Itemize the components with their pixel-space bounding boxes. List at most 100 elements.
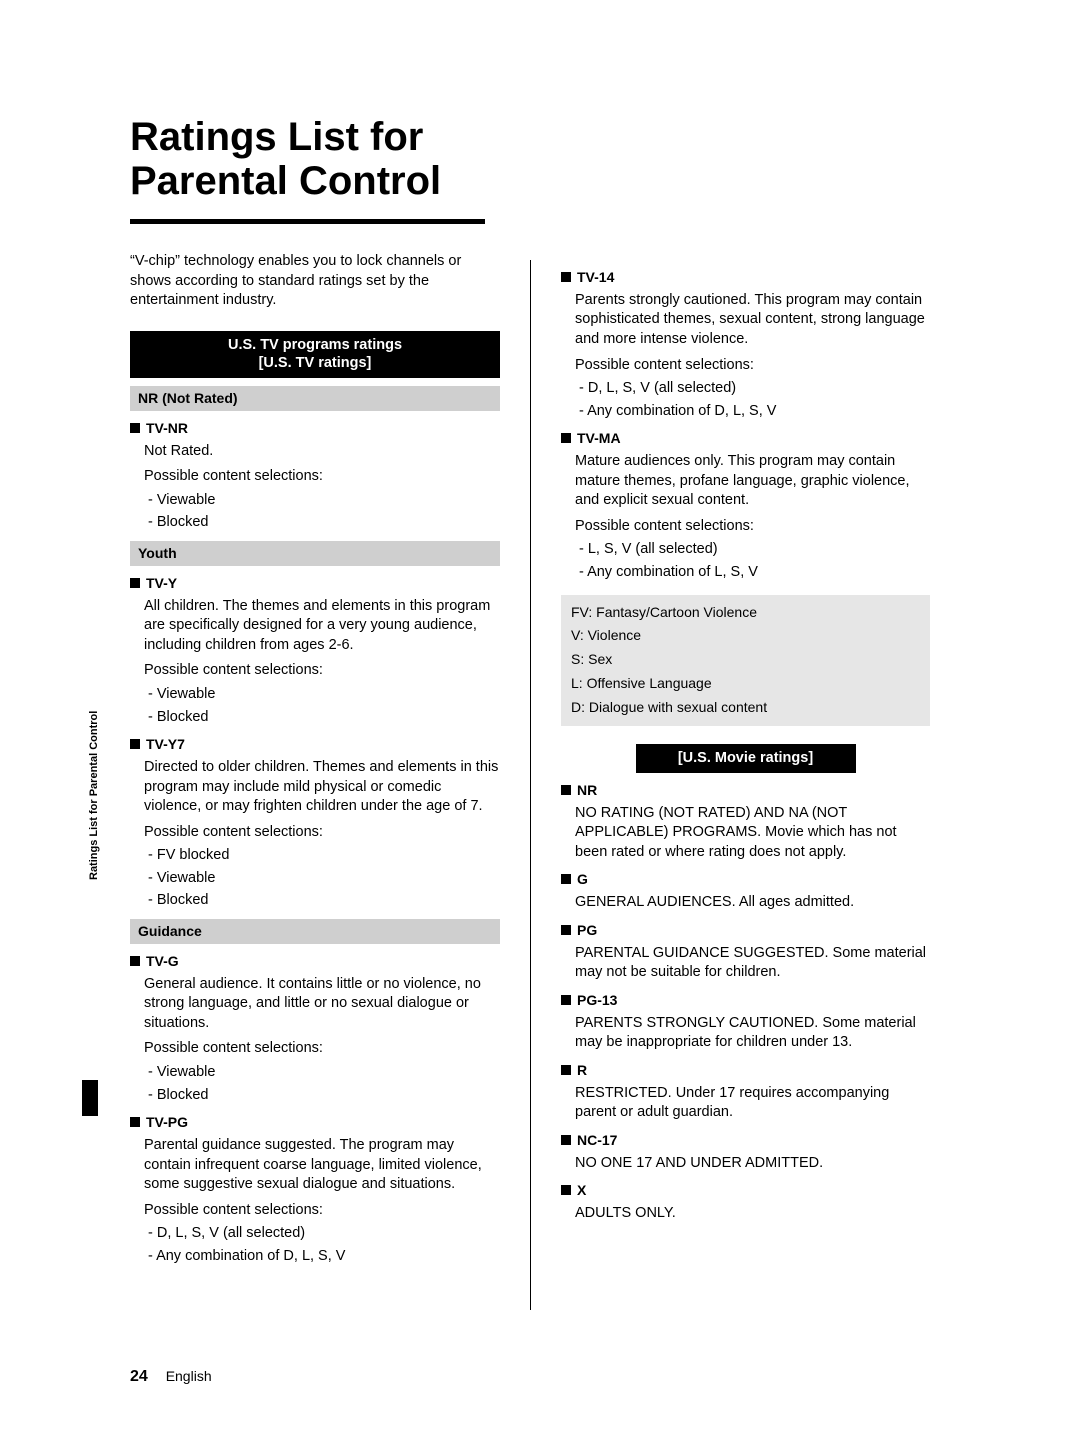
option-item: L, S, V (all selected) [579,540,930,560]
rating-label: TV-NR [146,420,188,436]
pcs-label: Possible content selections: [144,661,500,681]
rating-movie-nc17-head: NC-17 [561,1131,930,1150]
square-bullet-icon [561,874,571,884]
category-guidance: Guidance [130,919,500,944]
category-nr: NR (Not Rated) [130,386,500,411]
rating-tv-pg-body: Parental guidance suggested. The program… [144,1136,500,1195]
rating-tv-nr-body: Not Rated. [144,442,500,462]
rating-tv-14-head: TV-14 [561,268,930,287]
rating-label: TV-MA [577,430,621,446]
rating-movie-x-body: ADULTS ONLY. [575,1204,930,1224]
page-title: Ratings List for Parental Control [130,115,970,203]
pcs-label: Possible content selections: [144,823,500,843]
rating-tv-y7-body: Directed to older children. Themes and e… [144,758,500,817]
heading-line-2: [U.S. TV ratings] [259,355,372,371]
square-bullet-icon [130,423,140,433]
rating-movie-nc17-body: NO ONE 17 AND UNDER ADMITTED. [575,1154,930,1174]
content-code-legend: FV: Fantasy/Cartoon Violence V: Violence… [561,595,930,726]
rating-label: R [577,1062,587,1078]
page: Ratings List for Parental Control Rating… [0,0,1080,1456]
option-item: D, L, S, V (all selected) [148,1224,500,1244]
legend-s: S: Sex [571,648,920,672]
square-bullet-icon [561,995,571,1005]
rating-label: TV-Y [146,575,177,591]
tv-ma-options: L, S, V (all selected) Any combination o… [579,540,930,582]
option-item: Any combination of D, L, S, V [579,402,930,422]
rating-tv-pg-head: TV-PG [130,1113,500,1132]
option-item: Blocked [148,513,500,533]
square-bullet-icon [130,578,140,588]
rating-tv-ma-head: TV-MA [561,429,930,448]
tv-pg-options: D, L, S, V (all selected) Any combinatio… [148,1224,500,1266]
column-right: TV-14 Parents strongly cautioned. This p… [530,260,930,1310]
intro-text: “V-chip” technology enables you to lock … [130,252,500,311]
column-left: “V-chip” technology enables you to lock … [130,252,530,1310]
option-item: D, L, S, V (all selected) [579,379,930,399]
option-item: Viewable [148,869,500,889]
square-bullet-icon [561,785,571,795]
option-item: Viewable [148,1063,500,1083]
option-item: Blocked [148,1086,500,1106]
option-item: Any combination of D, L, S, V [148,1247,500,1267]
tv-nr-options: Viewable Blocked [148,491,500,533]
rating-tv-nr-head: TV-NR [130,419,500,438]
square-bullet-icon [130,956,140,966]
pcs-label: Possible content selections: [144,1201,500,1221]
rating-tv-ma-body: Mature audiences only. This program may … [575,452,930,511]
title-underline [130,219,485,224]
pcs-label: Possible content selections: [144,467,500,487]
option-item: FV blocked [148,846,500,866]
title-line-2: Parental Control [130,159,441,203]
square-bullet-icon [561,272,571,282]
rating-movie-nr-head: NR [561,781,930,800]
rating-label: TV-G [146,953,179,969]
legend-fv: FV: Fantasy/Cartoon Violence [571,601,920,625]
rating-label: G [577,871,588,887]
legend-v: V: Violence [571,624,920,648]
rating-movie-r-body: RESTRICTED. Under 17 requires accompanyi… [575,1084,930,1123]
sidebar-tab-icon [82,1080,98,1116]
rating-label: TV-PG [146,1114,188,1130]
rating-movie-pg13-head: PG-13 [561,991,930,1010]
tv-g-options: Viewable Blocked [148,1063,500,1105]
option-item: Any combination of L, S, V [579,563,930,583]
content-columns: “V-chip” technology enables you to lock … [130,252,970,1310]
title-line-1: Ratings List for [130,115,423,159]
pcs-label: Possible content selections: [575,517,930,537]
pcs-label: Possible content selections: [575,356,930,376]
category-youth: Youth [130,541,500,566]
rating-tv-14-body: Parents strongly cautioned. This program… [575,291,930,350]
rating-movie-nr-body: NO RATING (NOT RATED) AND NA (NOT APPLIC… [575,804,930,863]
square-bullet-icon [130,1117,140,1127]
rating-label: NC-17 [577,1132,617,1148]
tv-y-options: Viewable Blocked [148,685,500,727]
rating-movie-pg13-body: PARENTS STRONGLY CAUTIONED. Some materia… [575,1014,930,1053]
square-bullet-icon [561,925,571,935]
square-bullet-icon [561,1065,571,1075]
square-bullet-icon [561,1185,571,1195]
legend-d: D: Dialogue with sexual content [571,696,920,720]
rating-label: X [577,1182,586,1198]
square-bullet-icon [561,1135,571,1145]
rating-tv-g-body: General audience. It contains little or … [144,975,500,1034]
us-movie-ratings-heading: [U.S. Movie ratings] [636,744,856,773]
tv-y7-options: FV blocked Viewable Blocked [148,846,500,911]
pcs-label: Possible content selections: [144,1039,500,1059]
rating-tv-g-head: TV-G [130,952,500,971]
page-number: 24 [130,1368,148,1385]
rating-tv-y7-head: TV-Y7 [130,735,500,754]
rating-movie-g-body: GENERAL AUDIENCES. All ages admitted. [575,893,930,913]
option-item: Blocked [148,708,500,728]
rating-label: TV-14 [577,269,614,285]
option-item: Viewable [148,685,500,705]
rating-label: PG-13 [577,992,617,1008]
square-bullet-icon [561,433,571,443]
rating-movie-x-head: X [561,1181,930,1200]
rating-movie-g-head: G [561,870,930,889]
us-tv-ratings-heading: U.S. TV programs ratings [U.S. TV rating… [130,331,500,378]
rating-label: TV-Y7 [146,736,185,752]
rating-tv-y-head: TV-Y [130,574,500,593]
heading-line-1: U.S. TV programs ratings [228,337,402,353]
rating-label: NR [577,782,597,798]
rating-movie-pg-body: PARENTAL GUIDANCE SUGGESTED. Some materi… [575,944,930,983]
